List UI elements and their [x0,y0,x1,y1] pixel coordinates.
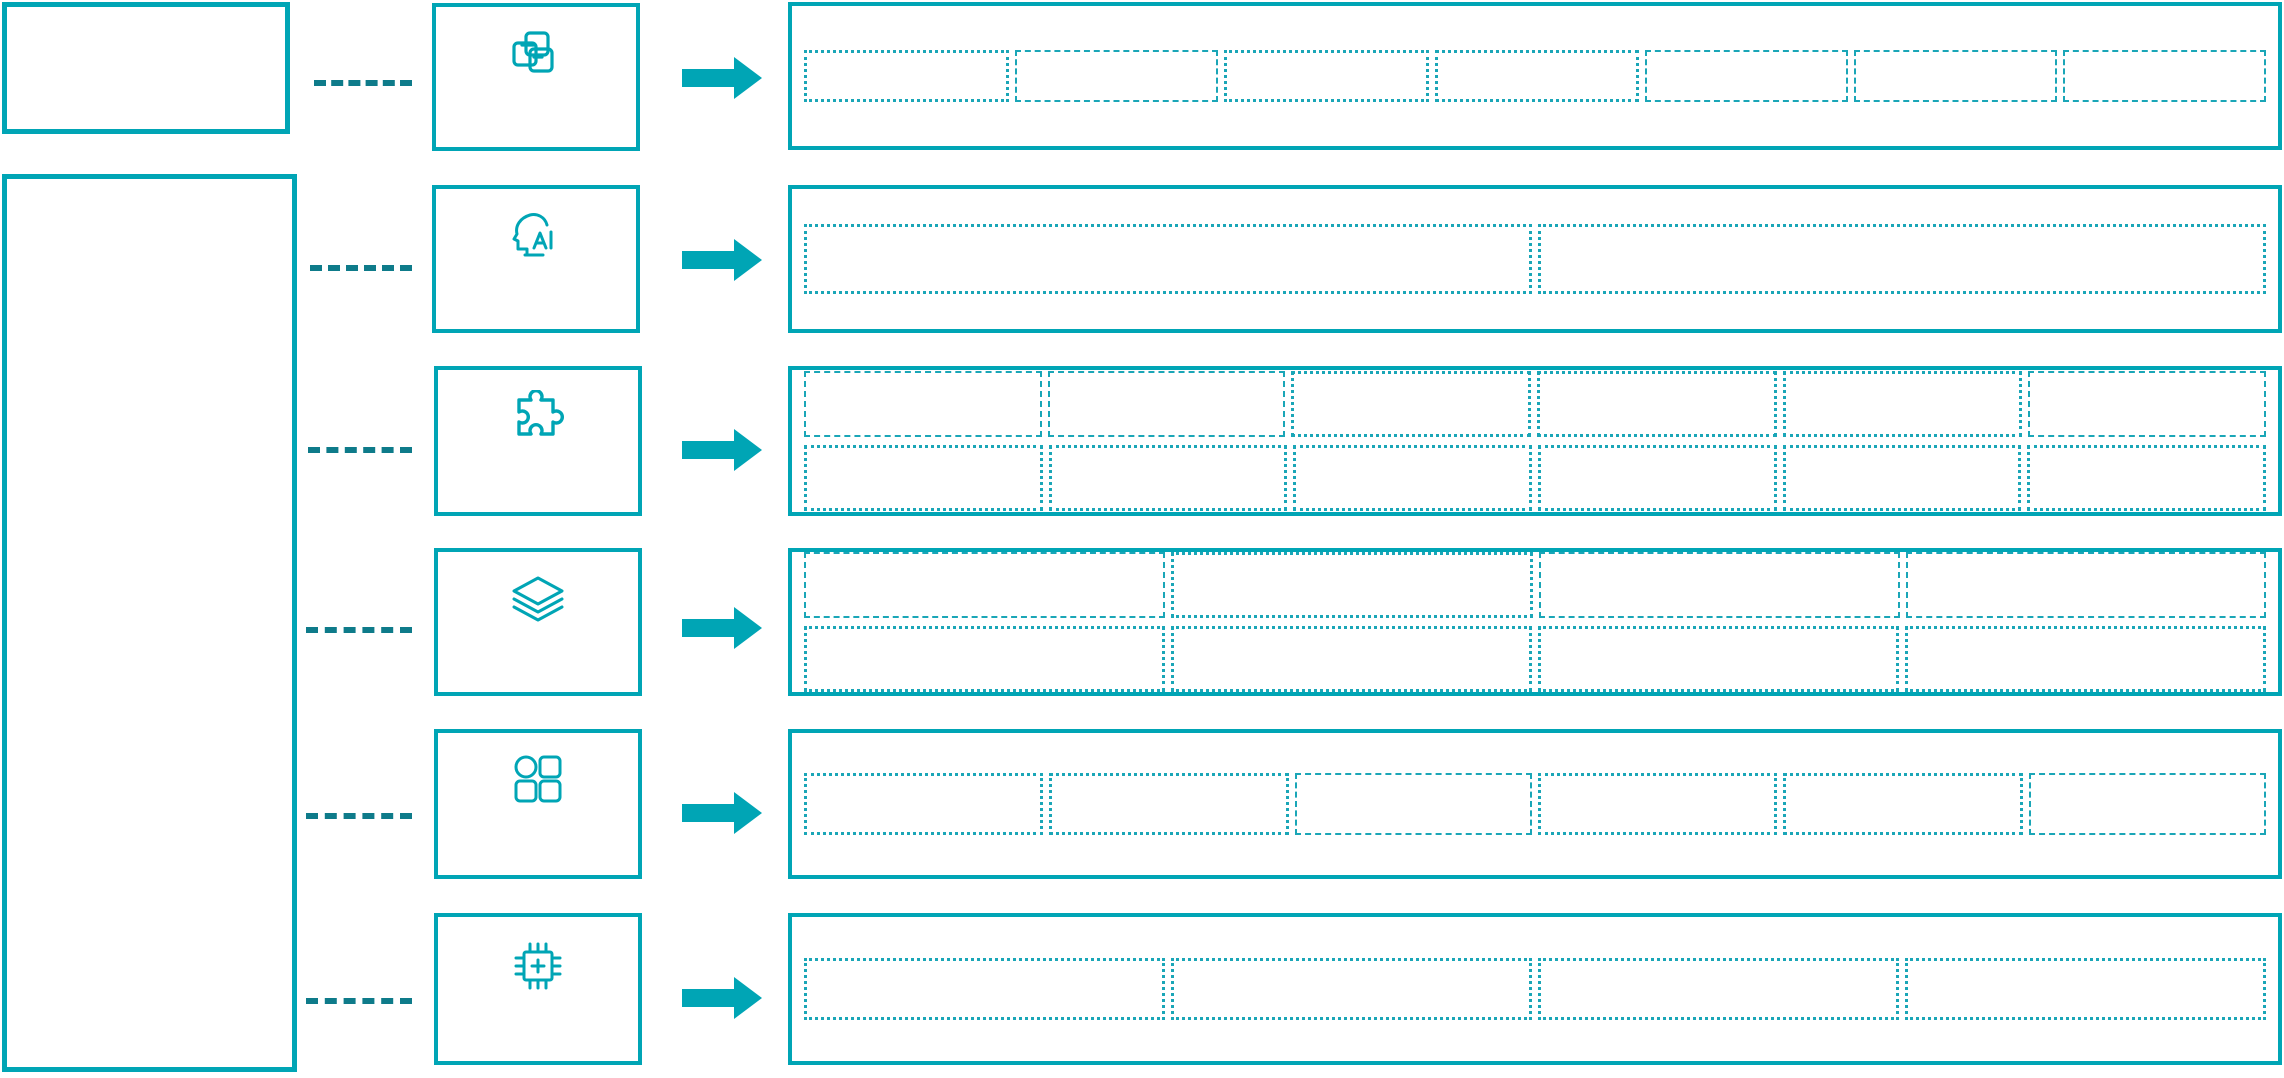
content-panel-row-3[interactable] [788,366,2282,516]
content-slot[interactable] [1538,445,1777,511]
content-slot[interactable] [804,773,1044,835]
content-slot[interactable] [2028,371,2267,437]
content-slot[interactable] [1047,371,1286,437]
content-slot[interactable] [1905,626,2266,692]
content-slot[interactable] [1854,50,2058,102]
main-callout-box[interactable] [2,174,297,1072]
content-slot[interactable] [2028,773,2266,835]
dashed-connector-4 [306,627,412,633]
app-grid-icon [512,753,564,805]
content-slot[interactable] [804,626,1165,692]
content-slot[interactable] [1171,626,1532,692]
slot-group [804,552,2266,618]
slot-group [804,371,2267,437]
ai-head-icon [507,209,565,265]
content-slot[interactable] [2027,445,2267,511]
content-slot[interactable] [804,224,1532,294]
content-slot[interactable] [1538,958,1899,1020]
dashed-connector-1 [314,80,412,86]
slot-group [804,773,2266,835]
slot-group [804,958,2266,1020]
right-arrow-1 [682,55,762,101]
slot-group [804,626,2266,692]
content-slot[interactable] [1782,371,2023,437]
dashed-connector-3 [308,447,412,453]
right-arrow-6 [682,975,762,1021]
content-slot[interactable] [1293,445,1533,511]
content-slot[interactable] [1538,224,2266,294]
right-arrow-2 [682,237,762,283]
content-panel-row-5[interactable] [788,729,2282,879]
right-arrow-5 [682,790,762,836]
icon-card-row-4[interactable] [434,548,642,696]
content-slot[interactable] [1048,445,1288,511]
content-slot[interactable] [1537,773,1778,835]
content-slot[interactable] [1049,773,1289,835]
overlapping-windows-icon [508,27,564,83]
dashed-connector-2 [310,265,412,271]
slot-group [804,50,2267,102]
content-slot[interactable] [1905,958,2266,1020]
content-slot[interactable] [1782,445,2022,511]
content-slot[interactable] [1171,958,1532,1020]
content-slot[interactable] [1014,50,1218,102]
content-panel-row-4[interactable] [788,548,2282,696]
top-callout-box[interactable] [2,2,290,134]
content-slot[interactable] [1538,626,1899,692]
dashed-connector-5 [306,813,412,819]
content-panel-row-2[interactable] [788,185,2282,333]
content-panel-row-6[interactable] [788,913,2282,1065]
content-slot[interactable] [1645,50,1849,102]
content-slot[interactable] [1223,50,1429,102]
slot-group [804,224,2266,294]
right-arrow-3 [682,427,762,473]
content-slot[interactable] [804,552,1165,618]
puzzle-piece-icon [509,390,567,448]
icon-card-row-3[interactable] [434,366,642,516]
content-slot[interactable] [1294,773,1532,835]
slot-group [804,445,2267,511]
dashed-connector-6 [306,998,412,1004]
right-arrow-4 [682,605,762,651]
content-slot[interactable] [1537,371,1777,437]
content-slot[interactable] [1783,773,2023,835]
content-slot[interactable] [1539,552,1900,618]
content-slot[interactable] [1291,371,1532,437]
icon-card-row-6[interactable] [434,913,642,1065]
icon-card-row-5[interactable] [434,729,642,879]
content-slot[interactable] [1905,552,2266,618]
content-slot[interactable] [804,50,1009,102]
content-slot[interactable] [1434,50,1640,102]
stacked-layers-icon [508,572,568,626]
content-slot[interactable] [2063,50,2267,102]
content-slot[interactable] [1170,552,1533,618]
chip-plus-icon [509,937,567,995]
icon-card-row-1[interactable] [432,3,640,151]
icon-card-row-2[interactable] [432,185,640,333]
content-panel-row-1[interactable] [788,2,2282,150]
content-slot[interactable] [804,958,1165,1020]
content-slot[interactable] [804,371,1042,437]
content-slot[interactable] [804,445,1043,511]
